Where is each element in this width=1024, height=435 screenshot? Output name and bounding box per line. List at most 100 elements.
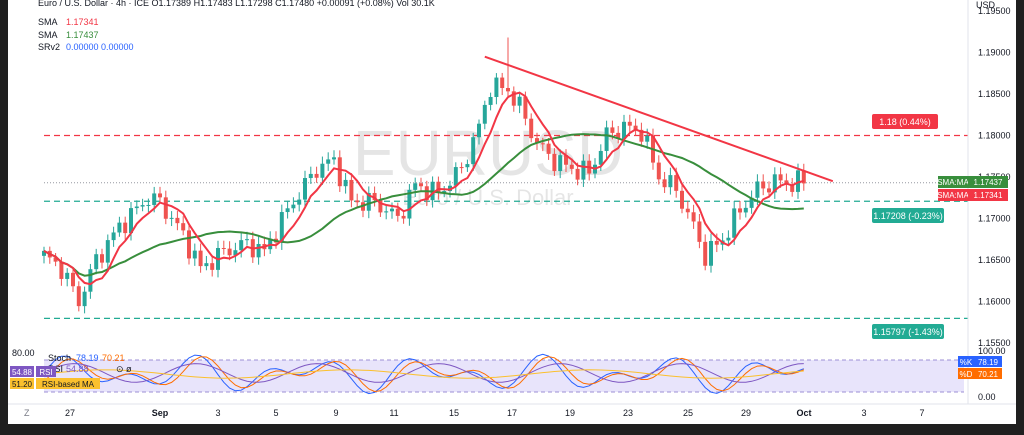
candle-body <box>378 200 383 213</box>
candle-body <box>314 173 319 178</box>
date-tick: 27 <box>65 408 75 418</box>
candle-body <box>88 269 93 292</box>
stoch-label: Stoch <box>48 353 71 363</box>
sma2-value: 1.17437 <box>66 30 99 40</box>
candle-body <box>604 127 609 151</box>
candle-body <box>401 215 406 219</box>
candle-body <box>796 170 800 192</box>
candle-body <box>662 179 667 188</box>
candle-body <box>453 167 458 186</box>
candle-body <box>778 174 783 181</box>
rsi-line <box>43 363 804 383</box>
candle-body <box>691 212 696 222</box>
candle-body <box>59 261 64 279</box>
candle-body <box>743 207 748 213</box>
date-tick: 29 <box>741 408 751 418</box>
price-tick: 1.18500 <box>978 89 1011 99</box>
currency-label: USD <box>976 0 996 10</box>
svg-text:1.17437: 1.17437 <box>974 178 1003 187</box>
candle-body <box>343 179 348 187</box>
candle-body <box>187 230 191 259</box>
candle-body <box>204 263 209 267</box>
candle-body <box>714 240 719 245</box>
date-tick: 3 <box>215 408 220 418</box>
candle-body <box>390 208 394 212</box>
tag-lower: 1.15797 (-1.43%) <box>872 324 944 339</box>
candle-body <box>488 96 493 105</box>
osc-k-tag: %K 78.19 <box>958 356 1002 367</box>
sma2-label: SMA <box>38 30 58 40</box>
candle-body <box>337 157 342 187</box>
svg-text:1.17208 (-0.23%): 1.17208 (-0.23%) <box>873 211 943 221</box>
timezone-icon[interactable]: Z <box>24 408 30 418</box>
candle-body <box>755 181 760 198</box>
candle-body <box>540 143 545 145</box>
candle-body <box>639 129 644 142</box>
candle-body <box>65 272 70 279</box>
candle-body <box>442 191 447 193</box>
candle-body <box>517 96 522 106</box>
candle-body <box>424 186 429 201</box>
osc-d-tag: %D 70.21 <box>958 368 1002 379</box>
tag-upper: 1.18 (0.44%) <box>872 114 938 129</box>
candle-body <box>297 199 302 205</box>
candle-body <box>175 217 180 224</box>
candle-body <box>100 254 104 263</box>
candle-body <box>511 91 516 106</box>
candle-body <box>738 208 742 213</box>
candle-body <box>245 239 249 241</box>
price-tick: 1.19500 <box>978 6 1011 16</box>
left-rsi-ma-tag: 51.20 RSI-based MA <box>10 378 100 389</box>
svg-text:1.15797 (-1.43%): 1.15797 (-1.43%) <box>873 327 943 337</box>
svg-text:51.20: 51.20 <box>12 380 33 389</box>
price-axis[interactable] <box>968 0 1016 404</box>
candle-body <box>198 250 203 267</box>
candle-body <box>285 208 290 213</box>
candle-body <box>575 168 580 180</box>
candle-body <box>279 212 284 243</box>
svg-text:78.19: 78.19 <box>978 358 999 367</box>
candle-body <box>569 164 574 169</box>
candle-body <box>239 240 244 251</box>
candle-body <box>372 192 377 201</box>
candle-body <box>610 127 615 133</box>
candle-body <box>564 155 568 165</box>
candle-body <box>181 223 186 231</box>
candle-body <box>349 179 354 201</box>
svg-text:70.21: 70.21 <box>978 370 999 379</box>
candle-body <box>790 184 795 192</box>
candle-body <box>761 181 766 189</box>
date-tick: 15 <box>449 408 459 418</box>
candle-body <box>163 197 168 219</box>
candle-body <box>117 222 122 233</box>
candle-body <box>256 244 261 258</box>
candle-body <box>42 250 46 256</box>
date-tick: 5 <box>273 408 278 418</box>
candle-body <box>355 200 360 203</box>
osc-dots: ⊙ ø <box>116 364 132 374</box>
candle-body <box>169 217 174 219</box>
sma-slow-line <box>43 133 804 277</box>
sma-fast-line <box>43 91 805 286</box>
price-tick: 1.18000 <box>978 131 1011 141</box>
candle-body <box>529 118 534 139</box>
candle-body <box>76 286 81 307</box>
sma1-value: 1.17341 <box>66 17 99 27</box>
svg-text:1.18 (0.44%): 1.18 (0.44%) <box>879 117 931 127</box>
candle-body <box>384 211 389 213</box>
candle-body <box>152 193 157 205</box>
sma-ma-tag-2: SMA:MA 1.17341 <box>937 189 1008 201</box>
candle-body <box>668 175 673 188</box>
tag-mid: 1.17208 (-0.23%) <box>872 208 944 223</box>
left-rsi-tag: 54.88 RSI <box>10 366 56 377</box>
rsi-value: 54.88 <box>66 364 89 374</box>
header-line: Euro / U.S. Dollar · 4h · ICE O1.17389 H… <box>38 0 435 8</box>
chart-svg[interactable]: EURUSD Euro / U.S. Dollar Euro / U.S. Do… <box>8 0 1016 424</box>
candle-body <box>598 150 603 165</box>
candle-body <box>477 123 481 138</box>
candle-body <box>685 208 690 213</box>
candle-body <box>482 104 487 124</box>
svg-text:%K: %K <box>960 358 973 367</box>
sma1-label: SMA <box>38 17 58 27</box>
candle-body <box>221 248 226 250</box>
